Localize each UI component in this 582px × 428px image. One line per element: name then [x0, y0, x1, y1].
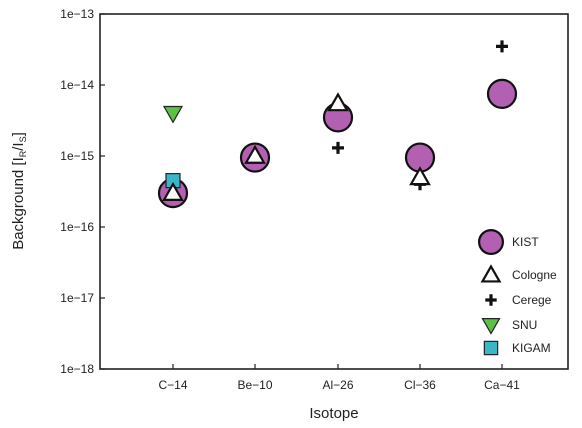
data-point-cologne — [409, 166, 431, 186]
y-axis-title-sub-r: R — [18, 150, 28, 157]
y-axis-title: Background [IR/IS] — [10, 132, 28, 250]
y-tick-label: 1e−16 — [60, 220, 94, 234]
legend-label-cologne: Cologne — [512, 268, 557, 282]
legend-label-snu: SNU — [512, 318, 537, 332]
legend-label-kigam: KIGAM — [512, 341, 551, 355]
legend: KIST Cologne Cerege SNU KIGAM — [478, 229, 557, 356]
x-tick-label: C−14 — [158, 378, 187, 392]
data-point-snu — [162, 105, 184, 124]
y-tick-label: 1e−18 — [60, 362, 94, 376]
y-axis-title-sub-s: S — [18, 136, 28, 142]
legend-marker-kigam — [483, 340, 499, 356]
x-tick-label: Al−26 — [322, 378, 353, 392]
data-point-cologne — [327, 92, 349, 112]
data-point-cologne — [244, 144, 266, 164]
legend-marker-cologne — [480, 264, 502, 283]
y-axis: 1e−13 1e−14 1e−15 1e−16 1e−17 1e−18 — [60, 7, 105, 376]
y-axis-title-main: Background [I — [10, 157, 27, 250]
x-tick-label: Ca−41 — [484, 378, 520, 392]
y-tick-label: 1e−14 — [60, 78, 94, 92]
x-tick-label: Cl−36 — [404, 378, 436, 392]
data-point-cerege — [332, 141, 344, 154]
x-axis: C−14 Be−10 Al−26 Cl−36 Ca−41 — [158, 364, 520, 392]
y-tick-label: 1e−13 — [60, 7, 94, 21]
legend-marker-kist — [478, 229, 505, 256]
x-axis-title: Isotope — [309, 405, 358, 422]
y-axis-title-end: ] — [10, 132, 27, 136]
y-tick-label: 1e−17 — [60, 291, 94, 305]
data-markers — [157, 40, 518, 209]
x-tick-label: Be−10 — [237, 378, 272, 392]
y-tick-label: 1e−15 — [60, 149, 94, 163]
legend-label-cerege: Cerege — [512, 293, 552, 307]
legend-marker-cerege — [485, 294, 497, 306]
data-point-cologne — [162, 181, 184, 201]
legend-label-kist: KIST — [512, 235, 539, 249]
data-point-kist — [486, 78, 518, 109]
y-axis-title-mid: /I — [10, 142, 27, 150]
legend-marker-snu — [481, 317, 501, 335]
data-point-cerege — [496, 40, 508, 53]
